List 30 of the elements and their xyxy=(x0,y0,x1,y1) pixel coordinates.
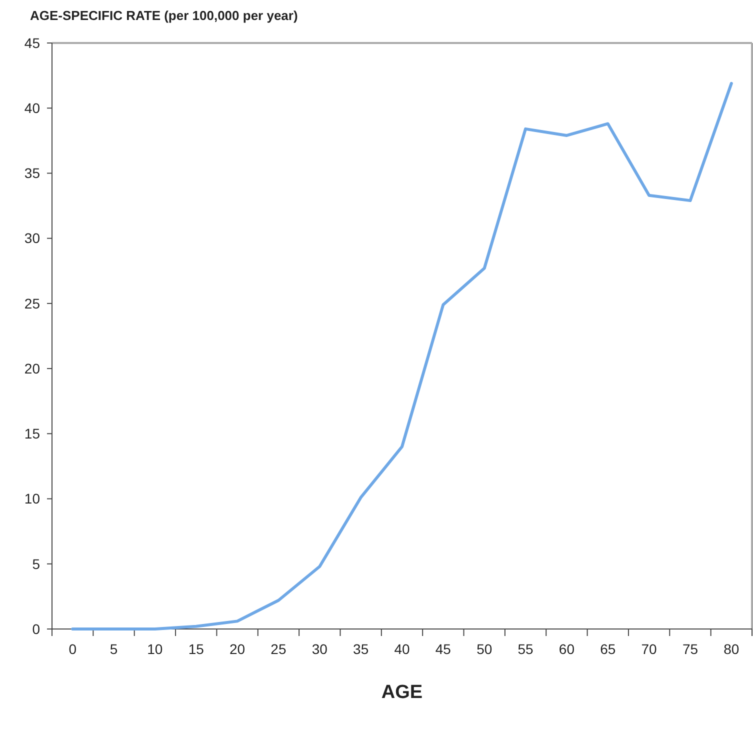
y-tick-label: 0 xyxy=(32,620,40,637)
y-tick-label: 15 xyxy=(24,426,40,442)
x-tick-label: 30 xyxy=(312,641,328,657)
y-tick-label: 5 xyxy=(32,556,40,572)
y-tick-label: 30 xyxy=(24,230,40,246)
x-tick-label: 45 xyxy=(435,641,452,657)
x-tick-label: 65 xyxy=(600,641,616,657)
y-tick-label: 35 xyxy=(24,165,40,182)
x-tick-label: 20 xyxy=(230,641,246,657)
x-tick-label: 70 xyxy=(641,641,658,657)
x-tick-label: 0 xyxy=(68,641,77,657)
line-series xyxy=(71,82,733,630)
y-tick-label: 20 xyxy=(24,360,40,376)
x-tick-label: 35 xyxy=(353,641,369,657)
x-tick-label: 80 xyxy=(724,641,740,657)
x-tick-label: 75 xyxy=(682,641,698,657)
x-tick-label: 25 xyxy=(270,641,286,657)
y-tick-label: 10 xyxy=(24,490,40,507)
x-tick-label: 10 xyxy=(147,641,163,657)
x-tick-label: 55 xyxy=(518,641,534,657)
y-tick-label: 45 xyxy=(24,34,40,51)
x-tick-label: 40 xyxy=(394,641,410,657)
x-tick-label: 15 xyxy=(188,641,204,657)
x-axis-title: AGE xyxy=(381,682,423,703)
x-tick-label: 5 xyxy=(110,641,118,657)
x-tick-label: 60 xyxy=(558,641,575,657)
y-tick-label: 25 xyxy=(24,295,40,312)
chart-title: AGE-SPECIFIC RATE (per 100,000 per year) xyxy=(30,8,298,23)
y-tick-label: 40 xyxy=(24,100,40,116)
x-tick-label: 50 xyxy=(476,641,492,657)
